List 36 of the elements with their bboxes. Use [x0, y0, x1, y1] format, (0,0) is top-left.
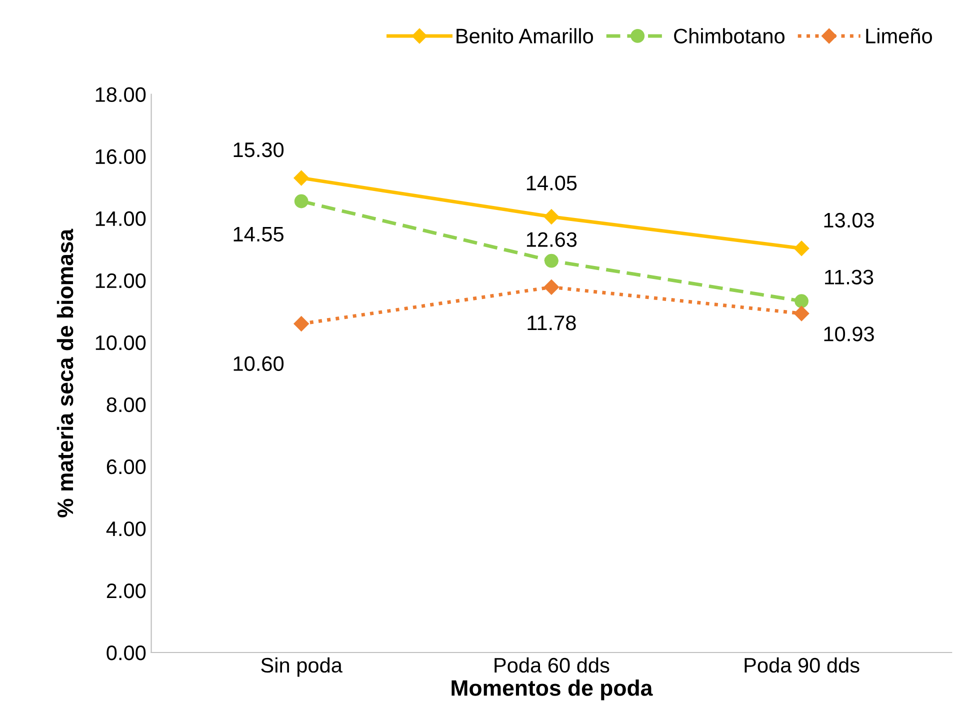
y-tick-label: 0.00 — [106, 646, 146, 660]
y-tick-label: 14.00 — [96, 211, 146, 226]
point — [294, 316, 309, 332]
data-label: 14.05 — [526, 176, 577, 190]
y-tick-label: 2.00 — [106, 583, 146, 598]
y-tick-label: 10.00 — [96, 335, 146, 350]
y-tick-label: 6.00 — [106, 459, 146, 474]
point — [544, 280, 560, 295]
x-tick-label: Poda 60 dds — [494, 657, 610, 673]
x-tick-label: Poda 90 dds — [744, 657, 860, 673]
data-label: 11.33 — [825, 270, 874, 284]
y-tick-label: 12.00 — [96, 273, 146, 288]
data-label: 14.55 — [234, 227, 284, 242]
y-axis-title: % materia seca de biomasa — [56, 228, 74, 518]
data-label: 15.30 — [234, 142, 284, 158]
point — [794, 240, 810, 256]
data-label: 10.93 — [824, 326, 874, 342]
data-label: 12.63 — [526, 232, 577, 247]
legend-label: Benito Amarillo — [456, 28, 593, 44]
legend-label: Chimbotano — [674, 28, 784, 44]
y-tick-label: 18.00 — [96, 87, 146, 102]
x-tick-label: Sin poda — [261, 657, 342, 677]
y-tick-label: 8.00 — [106, 397, 146, 412]
point — [294, 170, 309, 186]
point — [544, 254, 558, 268]
point — [794, 294, 808, 308]
data-label: 10.60 — [234, 356, 284, 372]
data-label: 13.03 — [824, 212, 874, 228]
point — [294, 194, 308, 208]
x-axis-title: Momentos de poda — [452, 680, 653, 700]
point — [794, 306, 810, 322]
data-label: 11.78 — [528, 315, 576, 330]
legend-label: Limeño — [866, 28, 932, 44]
point — [544, 209, 560, 224]
y-tick-label: 16.00 — [96, 149, 146, 164]
y-tick-label: 4.00 — [106, 521, 146, 536]
